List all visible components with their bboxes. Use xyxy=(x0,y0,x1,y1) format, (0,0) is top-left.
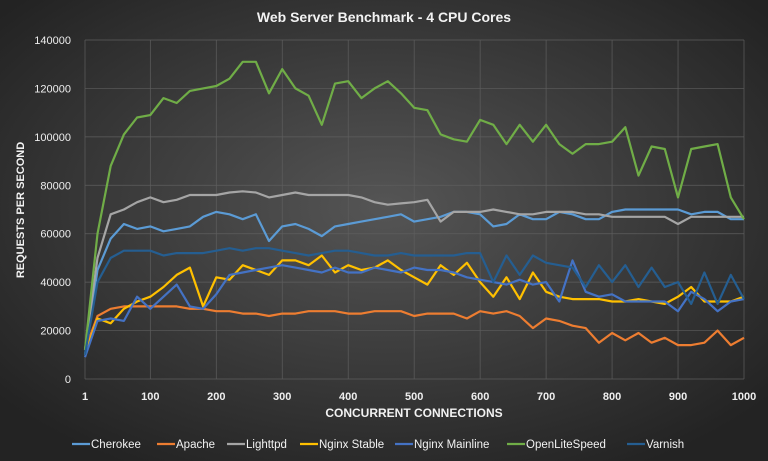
x-axis-ticks: 1 100 200 300 400 500 600 700 800 900 1000 xyxy=(82,391,756,403)
y-tick-label: 0 xyxy=(65,374,71,386)
series-lines xyxy=(83,60,745,358)
series-line-lighttpd xyxy=(83,190,744,351)
x-tick-label: 200 xyxy=(207,391,225,403)
x-tick-label: 1000 xyxy=(732,391,756,403)
series-line-nginx-stable xyxy=(83,254,745,356)
series-line-varnish xyxy=(83,247,745,355)
legend-label: Nginx Stable xyxy=(319,439,384,451)
x-axis-label: CONCURRENT CONNECTIONS xyxy=(325,406,502,420)
y-tick-label: 60000 xyxy=(40,229,71,241)
y-tick-label: 120000 xyxy=(34,83,71,95)
x-tick-label: 700 xyxy=(537,391,555,403)
legend-label: OpenLiteSpeed xyxy=(526,439,606,451)
x-tick-label: 800 xyxy=(603,391,621,403)
legend-label: Lighttpd xyxy=(246,439,287,451)
y-tick-label: 80000 xyxy=(40,180,71,192)
legend: Cherokee Apache Lighttpd Nginx Stable Nginx … xyxy=(72,439,684,451)
series-line-openlitespeed xyxy=(83,60,745,351)
x-tick-label: 900 xyxy=(669,391,687,403)
y-tick-label: 40000 xyxy=(40,277,71,289)
x-tick-label: 600 xyxy=(471,391,489,403)
legend-label: Nginx Mainline xyxy=(414,439,489,451)
legend-label: Varnish xyxy=(646,439,684,451)
legend-label: Cherokee xyxy=(91,439,141,451)
y-axis-ticks: 0 20000 40000 60000 80000 100000 120000 140000 xyxy=(34,35,71,386)
series-line-nginx-mainline xyxy=(83,259,745,358)
x-tick-label: 400 xyxy=(339,391,357,403)
y-axis-label: REQUESTS PER SECOND xyxy=(15,142,27,278)
y-tick-label: 140000 xyxy=(34,35,71,47)
series-line-apache xyxy=(83,305,745,351)
chart-title: Web Server Benchmark - 4 CPU Cores xyxy=(257,9,511,25)
legend-label: Apache xyxy=(176,439,215,451)
x-tick-label: 500 xyxy=(405,391,423,403)
x-tick-label: 1 xyxy=(82,391,88,403)
series-line-cherokee xyxy=(83,208,744,355)
y-tick-label: 20000 xyxy=(40,326,71,338)
x-tick-label: 100 xyxy=(141,391,159,403)
y-tick-label: 100000 xyxy=(34,132,71,144)
x-tick-label: 300 xyxy=(273,391,291,403)
